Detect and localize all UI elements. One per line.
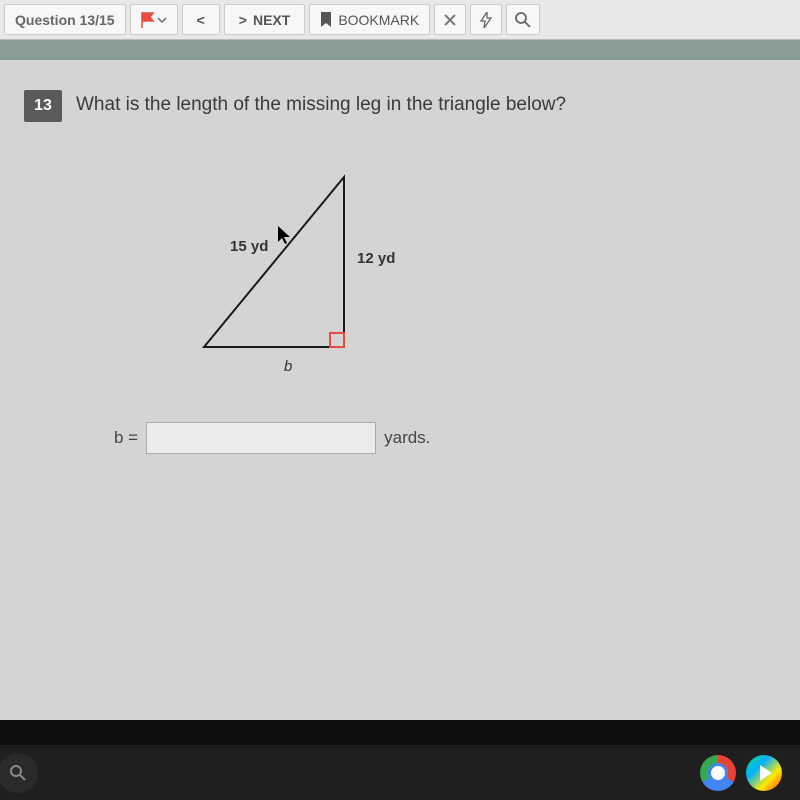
leg-label: 12 yd: [357, 250, 395, 267]
top-toolbar: Question 13/15 < > NEXT BOOKMARK: [0, 0, 800, 40]
answer-input[interactable]: [146, 422, 376, 454]
right-angle-marker: [330, 333, 344, 347]
chevron-down-icon: [157, 15, 167, 25]
triangle-shape: [204, 177, 344, 347]
lightning-icon: [479, 12, 493, 28]
next-label: NEXT: [253, 12, 290, 28]
answer-prefix: b =: [114, 428, 138, 448]
separator-bar: [0, 40, 800, 60]
question-row: 13 What is the length of the missing leg…: [24, 90, 776, 122]
taskbar-search[interactable]: [0, 753, 38, 793]
hypotenuse-label: 15 yd: [230, 238, 268, 255]
next-arrow: >: [239, 12, 247, 28]
refresh-button[interactable]: [470, 4, 502, 35]
question-counter: Question 13/15: [4, 4, 126, 35]
next-button[interactable]: > NEXT: [224, 4, 306, 35]
content-area: 13 What is the length of the missing leg…: [0, 60, 800, 720]
flag-button[interactable]: [130, 4, 178, 35]
base-label: b: [284, 358, 292, 375]
answer-unit: yards.: [384, 428, 430, 448]
play-store-icon[interactable]: [746, 755, 782, 791]
close-icon: [443, 13, 457, 27]
question-number-badge: 13: [24, 90, 62, 122]
screen-area: Question 13/15 < > NEXT BOOKMARK: [0, 0, 800, 720]
question-text: What is the length of the missing leg in…: [76, 94, 566, 116]
triangle-svg: [114, 172, 434, 382]
close-button[interactable]: [434, 4, 466, 35]
chrome-icon[interactable]: [700, 755, 736, 791]
bookmark-label: BOOKMARK: [338, 12, 419, 28]
cursor-icon: [278, 226, 292, 246]
laptop-frame: Question 13/15 < > NEXT BOOKMARK: [0, 0, 800, 800]
taskbar: [0, 745, 800, 800]
search-button[interactable]: [506, 4, 540, 35]
taskbar-right: [700, 755, 782, 791]
search-icon: [9, 764, 27, 782]
triangle-figure: 15 yd 12 yd b: [114, 172, 514, 392]
flag-icon: [141, 12, 155, 28]
bookmark-button[interactable]: BOOKMARK: [309, 4, 430, 35]
search-icon: [515, 12, 531, 28]
prev-button[interactable]: <: [182, 4, 220, 35]
answer-row: b = yards.: [114, 422, 776, 454]
bookmark-icon: [320, 12, 332, 28]
